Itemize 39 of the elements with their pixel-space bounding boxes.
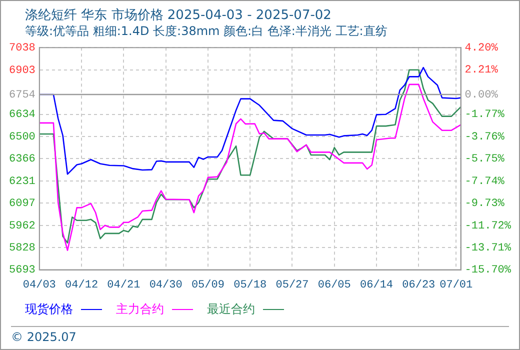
y2-tick-label: 2.21% — [464, 64, 498, 77]
y2-tick-label: -7.74% — [464, 176, 505, 188]
y-tick-label: 7038 — [9, 42, 36, 55]
y2-tick-label: -3.76% — [464, 131, 505, 144]
y2-tick-label: -1.77% — [464, 109, 505, 122]
y-tick-label: 6500 — [9, 131, 36, 144]
y2-tick-label: 0.00% — [464, 89, 498, 102]
chart-subtitle: 等级:优等品 粗细:1.4D 长度:38mm 颜色:白 色泽:半消光 工艺:直纺 — [25, 23, 388, 40]
y-tick-label: 6097 — [9, 198, 36, 210]
x-tick-label: 04/21 — [107, 279, 141, 292]
x-tick-label: 06/05 — [318, 279, 351, 292]
y2-tick-label: -5.75% — [464, 154, 505, 166]
x-tick-label: 06/23 — [402, 279, 436, 292]
y2-tick-label: -9.73% — [464, 198, 505, 210]
y2-tick-label: -11.72% — [464, 220, 512, 232]
y-tick-label: 6903 — [9, 64, 36, 77]
y-tick-label: 5693 — [9, 264, 36, 277]
y2-tick-label: -15.70% — [464, 264, 512, 277]
legend-label: 主力合约 — [116, 302, 164, 316]
y2-tick-label: 4.20% — [464, 42, 498, 55]
x-tick-label: 07/01 — [440, 279, 474, 292]
x-tick-label: 04/03 — [22, 279, 56, 292]
y2-tick-label: -13.71% — [464, 242, 512, 254]
y-tick-label: 5828 — [9, 242, 36, 254]
y-tick-label: 5962 — [9, 220, 36, 232]
text: © 2025.07 — [11, 326, 509, 344]
chart-title: 涤纶短纤 华东 市场价格 2025-04-03 - 2025-07-02 — [25, 7, 332, 24]
x-tick-label: 06/14 — [360, 279, 394, 292]
y-tick-label: 6754 — [9, 89, 36, 102]
legend-label: 现货价格 — [25, 302, 73, 316]
x-tick-label: 05/27 — [276, 279, 309, 292]
y-tick-label: 6366 — [9, 154, 36, 166]
x-tick-label: 05/09 — [191, 279, 224, 292]
y-tick-label: 6634 — [9, 109, 36, 122]
y-tick-label: 6231 — [9, 176, 36, 188]
x-tick-label: 05/18 — [234, 279, 267, 292]
legend-label: 最近合约 — [207, 302, 255, 316]
x-tick-label: 04/12 — [65, 279, 98, 292]
x-tick-label: 04/30 — [149, 279, 182, 292]
